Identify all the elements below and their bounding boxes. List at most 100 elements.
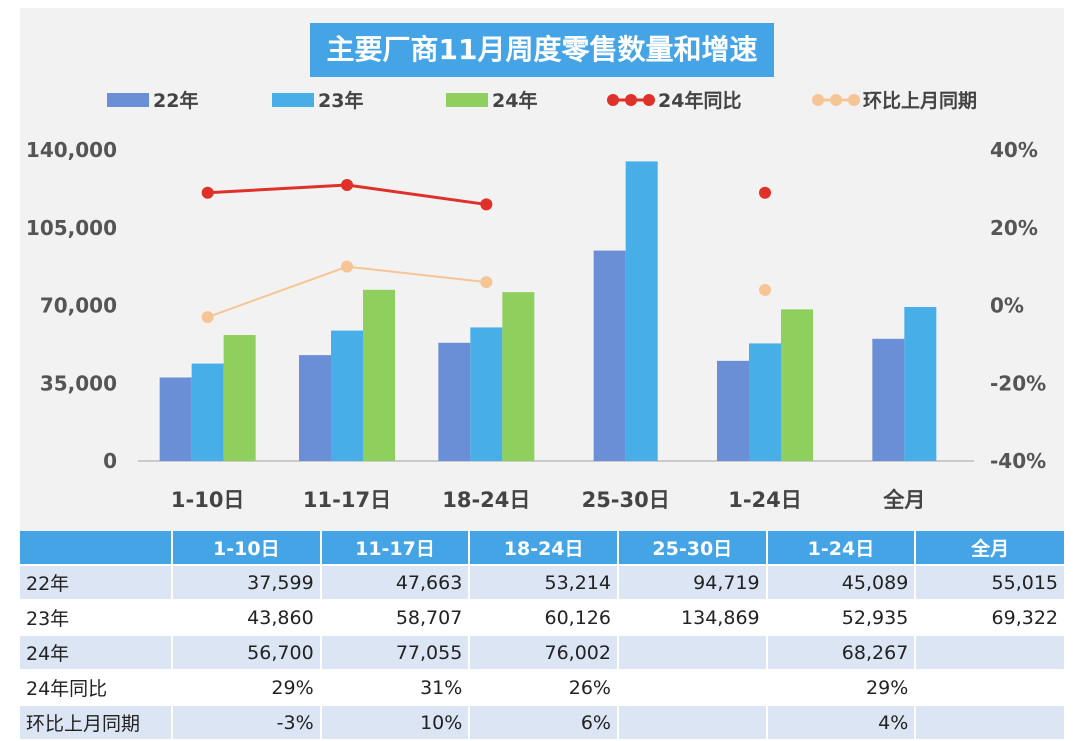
legend-swatch	[107, 93, 149, 107]
table-cell: 76,002	[468, 634, 618, 670]
bar	[331, 330, 363, 461]
y-right-tick-label: -40%	[990, 449, 1046, 473]
table-row-label: 24年	[20, 634, 172, 670]
y-left-tick-label: 105,000	[26, 216, 117, 240]
table-row-label: 23年	[20, 599, 172, 635]
legend-label: 环比上月同期	[863, 90, 977, 112]
bar	[191, 363, 224, 461]
bar	[717, 360, 749, 461]
line-point	[480, 276, 493, 289]
bar	[223, 335, 256, 461]
table-cell: 47,663	[319, 564, 470, 600]
y-right-tick-label: -20%	[990, 371, 1046, 395]
table-cell: 26%	[468, 669, 618, 705]
y-left-tick-label: 140,000	[26, 138, 117, 162]
table-cell: 58,707	[319, 599, 470, 635]
table-cell: 55,015	[914, 564, 1064, 600]
table-cell: 69,322	[914, 599, 1064, 635]
bar	[625, 161, 658, 462]
bar	[299, 355, 331, 461]
table-row: 24年 56,700 77,055 76,002 68,267	[20, 634, 1064, 670]
table-row-label: 环比上月同期	[20, 704, 172, 739]
bar	[470, 327, 503, 461]
table-row: 24年同比 29% 31% 26% 29%	[20, 669, 1064, 705]
table-cell	[616, 634, 767, 670]
x-tick-label: 1-24日	[728, 488, 802, 512]
y-left-tick-label: 35,000	[40, 371, 117, 395]
line-point	[341, 260, 353, 273]
table-cell: 29%	[765, 669, 916, 705]
table-row-label: 22年	[20, 564, 172, 600]
table-cell	[914, 634, 1064, 670]
table-row: 22年 37,599 47,663 53,214 94,719 45,089 55,015	[20, 564, 1064, 600]
x-tick-label: 25-30日	[582, 488, 670, 512]
table-cell: 94,719	[616, 564, 767, 600]
series-line	[207, 265, 487, 319]
bar	[438, 342, 471, 461]
x-tick-label: 11-17日	[303, 488, 391, 512]
legend: 22年 23年 24年 24年同比 环比上月同期	[107, 89, 977, 112]
line-point	[201, 311, 214, 324]
table-header-cell: 18-24日	[468, 531, 618, 565]
combo-chart: 22年 23年 24年 24年同比 环比上月同期 0 35,000 70,000 105,00…	[26, 89, 1046, 512]
table-cell	[914, 669, 1064, 705]
bar	[872, 338, 905, 461]
table-cell: 10%	[319, 704, 470, 739]
table-row: 环比上月同期 -3% 10% 6% 4%	[20, 704, 1064, 739]
table-header-cell: 25-30日	[616, 531, 767, 565]
legend-marker	[848, 94, 860, 106]
line-point	[201, 186, 214, 199]
table-cell	[616, 669, 767, 705]
table-cell: 43,860	[171, 599, 321, 635]
table-cell: 68,267	[765, 634, 916, 670]
legend-marker	[607, 94, 619, 106]
table-header-cell: 11-17日	[319, 531, 470, 565]
chart-title: 主要厂商11月周度零售数量和增速	[310, 23, 774, 77]
bar	[159, 377, 192, 461]
legend-swatch	[272, 93, 314, 107]
table-cell: 31%	[319, 669, 470, 705]
table-body: 22年 37,599 47,663 53,214 94,719 45,089 55,015 2…	[20, 564, 1064, 739]
bar	[363, 289, 395, 461]
table-cell: 4%	[765, 704, 916, 739]
legend-marker	[830, 94, 842, 106]
table-header-cell: 1-24日	[765, 531, 916, 565]
legend-marker	[643, 94, 655, 106]
x-tick-label: 18-24日	[442, 488, 530, 512]
table-cell: 37,599	[171, 564, 321, 600]
bar	[502, 292, 535, 461]
table-cell	[914, 704, 1064, 739]
table-cell: 56,700	[171, 634, 321, 670]
line-series	[201, 178, 771, 324]
table-header-cell	[20, 531, 172, 565]
bar	[781, 309, 813, 461]
bar	[593, 250, 626, 461]
x-tick-label: 1-10日	[171, 488, 245, 512]
line-point	[341, 178, 353, 191]
legend-marker	[625, 94, 637, 106]
table-cell: 52,935	[765, 599, 916, 635]
line-point	[759, 283, 771, 296]
table-cell: 53,214	[468, 564, 618, 600]
table-row-label: 24年同比	[20, 669, 172, 705]
data-table: 1-10日 11-17日 18-24日 25-30日 1-24日 全月 22年 37,599…	[20, 531, 1064, 739]
y-left-tick-label: 0	[103, 449, 117, 473]
line-point	[759, 186, 771, 199]
table-cell: 45,089	[765, 564, 916, 600]
axes: 0 35,000 70,000 105,000 140,000 -40% -20% 0% 20%…	[26, 138, 1046, 512]
line-point	[480, 198, 493, 211]
table-cell: 77,055	[319, 634, 470, 670]
table-header-row: 1-10日 11-17日 18-24日 25-30日 1-24日 全月	[20, 531, 1064, 565]
legend-label: 24年	[492, 89, 537, 112]
table-cell: 134,869	[616, 599, 767, 635]
legend-swatch	[446, 93, 488, 107]
y-left-tick-label: 70,000	[40, 294, 117, 318]
legend-label: 23年	[318, 89, 363, 112]
legend-label: 24年同比	[658, 89, 741, 112]
table-cell: 6%	[468, 704, 618, 739]
bars	[159, 161, 937, 462]
table-cell: -3%	[171, 704, 321, 739]
table-cell: 29%	[171, 669, 321, 705]
table-row: 23年 43,860 58,707 60,126 134,869 52,935 69,322	[20, 599, 1064, 635]
y-right-tick-label: 20%	[990, 216, 1038, 240]
